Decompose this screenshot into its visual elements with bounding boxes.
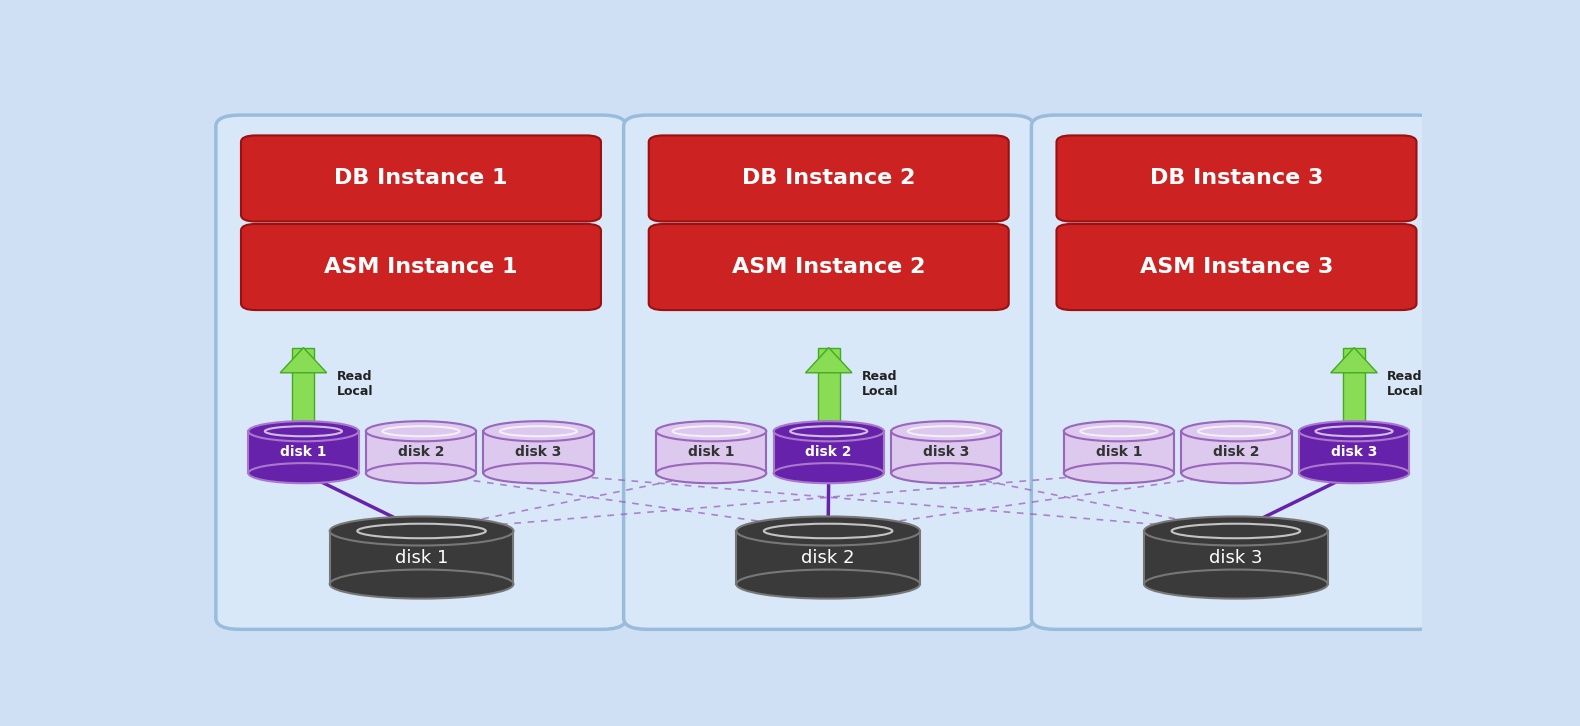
FancyBboxPatch shape (649, 224, 1008, 310)
Ellipse shape (1144, 570, 1327, 599)
Text: disk 3: disk 3 (515, 445, 562, 460)
Ellipse shape (736, 516, 920, 545)
Ellipse shape (891, 463, 1002, 484)
FancyBboxPatch shape (624, 115, 1033, 629)
Ellipse shape (367, 421, 476, 441)
Bar (1144, 531, 1327, 584)
Ellipse shape (248, 463, 359, 484)
Ellipse shape (367, 463, 476, 484)
Ellipse shape (656, 421, 766, 441)
Text: Read
Local: Read Local (861, 370, 899, 399)
Bar (367, 431, 476, 473)
Ellipse shape (1299, 421, 1409, 441)
FancyBboxPatch shape (1057, 224, 1417, 310)
Ellipse shape (330, 516, 514, 545)
Text: ASM Instance 3: ASM Instance 3 (1139, 257, 1334, 277)
Ellipse shape (483, 463, 594, 484)
Polygon shape (1330, 348, 1378, 372)
FancyBboxPatch shape (216, 115, 626, 629)
Ellipse shape (1063, 463, 1174, 484)
FancyBboxPatch shape (1032, 115, 1441, 629)
Bar (891, 431, 1002, 473)
Bar (1182, 431, 1291, 473)
FancyBboxPatch shape (242, 136, 600, 221)
Text: disk 3: disk 3 (1330, 445, 1378, 460)
Bar (1299, 431, 1409, 473)
Ellipse shape (330, 570, 514, 599)
Text: disk 3: disk 3 (1209, 549, 1262, 566)
Ellipse shape (774, 421, 883, 441)
Bar (1343, 348, 1365, 421)
FancyBboxPatch shape (649, 136, 1008, 221)
Ellipse shape (1182, 463, 1291, 484)
Bar (736, 531, 920, 584)
Text: disk 1: disk 1 (395, 549, 449, 566)
Bar (1063, 431, 1174, 473)
Ellipse shape (656, 463, 766, 484)
Bar (483, 431, 594, 473)
Ellipse shape (1063, 421, 1174, 441)
Text: Read
Local: Read Local (337, 370, 373, 399)
Text: disk 2: disk 2 (801, 549, 855, 566)
Ellipse shape (774, 463, 883, 484)
Ellipse shape (1182, 421, 1291, 441)
Polygon shape (280, 348, 327, 372)
Text: DB Instance 2: DB Instance 2 (743, 168, 915, 189)
Bar (330, 531, 514, 584)
Ellipse shape (1144, 516, 1327, 545)
Text: disk 2: disk 2 (398, 445, 444, 460)
FancyBboxPatch shape (242, 224, 600, 310)
Text: disk 2: disk 2 (806, 445, 852, 460)
Bar (774, 431, 883, 473)
Bar (248, 431, 359, 473)
Bar (292, 348, 314, 421)
Text: DB Instance 3: DB Instance 3 (1150, 168, 1322, 189)
Text: Read
Local: Read Local (1387, 370, 1424, 399)
Ellipse shape (736, 570, 920, 599)
Polygon shape (806, 348, 852, 372)
Text: disk 2: disk 2 (1213, 445, 1259, 460)
Ellipse shape (483, 421, 594, 441)
Ellipse shape (248, 421, 359, 441)
Bar (818, 348, 839, 421)
Text: disk 1: disk 1 (687, 445, 735, 460)
Ellipse shape (1299, 463, 1409, 484)
FancyBboxPatch shape (1057, 136, 1417, 221)
Text: disk 3: disk 3 (923, 445, 970, 460)
Text: ASM Instance 1: ASM Instance 1 (324, 257, 518, 277)
Text: DB Instance 1: DB Instance 1 (335, 168, 507, 189)
Ellipse shape (891, 421, 1002, 441)
Bar (656, 431, 766, 473)
Text: ASM Instance 2: ASM Instance 2 (732, 257, 926, 277)
Text: disk 1: disk 1 (1095, 445, 1142, 460)
Text: disk 1: disk 1 (280, 445, 327, 460)
